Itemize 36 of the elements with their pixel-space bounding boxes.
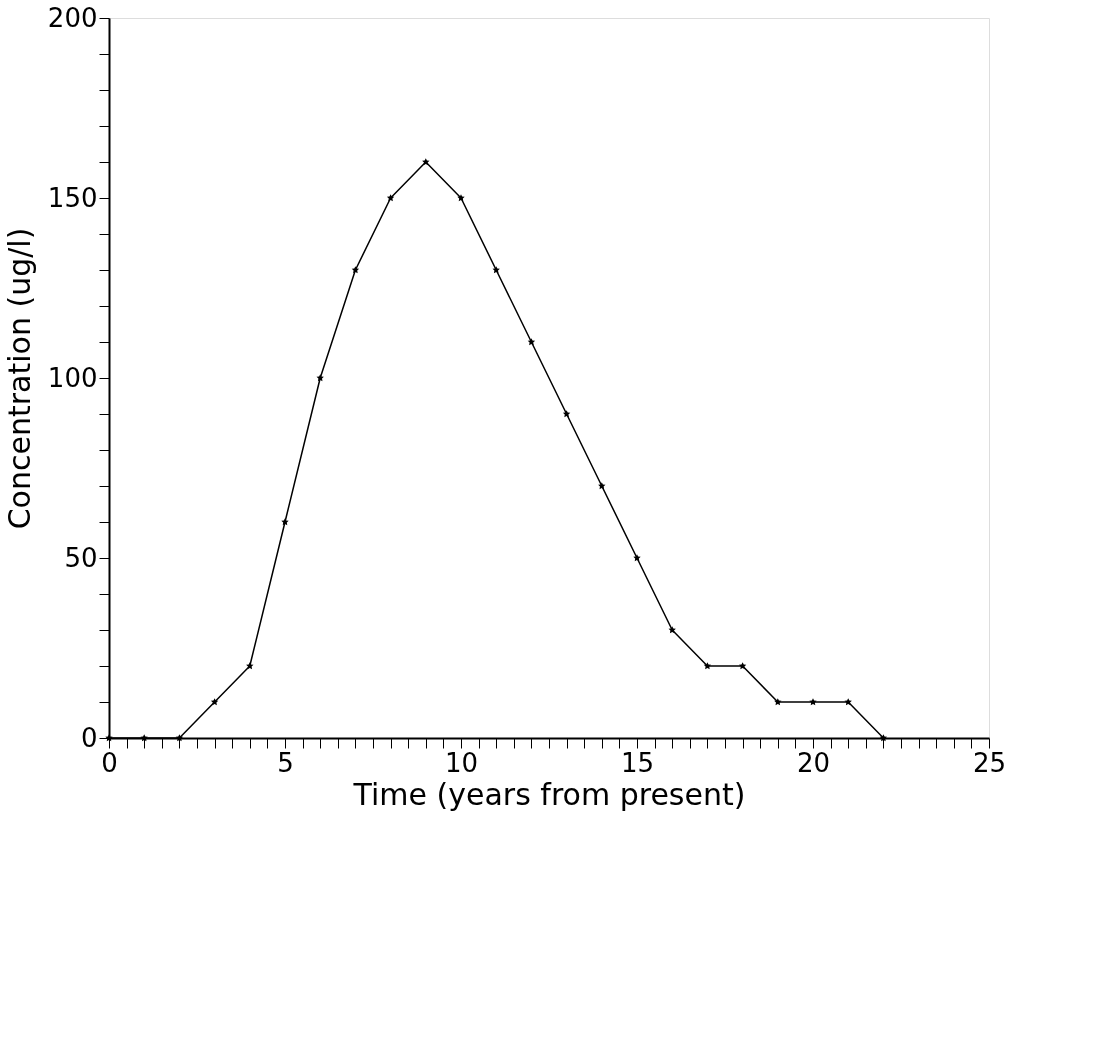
x-tick-label: 20	[796, 747, 831, 778]
point	[386, 194, 395, 202]
y-tick-label: 200	[47, 2, 98, 33]
x-axis-title: Time (years from present)	[352, 776, 746, 812]
x-tick-label: 5	[277, 747, 294, 778]
point	[668, 626, 676, 634]
point	[492, 266, 500, 274]
point	[738, 662, 747, 670]
point	[210, 698, 219, 706]
y-tick-label: 150	[47, 182, 98, 213]
point	[105, 734, 113, 742]
point	[598, 482, 606, 490]
x-tick-label: 0	[101, 747, 118, 778]
point	[774, 698, 782, 706]
y-axis-title: Concentration (ug/l)	[1, 227, 37, 530]
x-tick-label: 10	[444, 747, 479, 778]
point	[457, 194, 465, 202]
point	[140, 734, 148, 742]
point	[316, 374, 324, 382]
point	[879, 734, 888, 742]
point	[633, 554, 641, 562]
point	[422, 158, 430, 166]
point	[562, 410, 571, 418]
x-tick-label: 25	[972, 747, 1007, 778]
point	[527, 338, 536, 346]
point	[246, 662, 254, 670]
point	[844, 698, 852, 706]
point	[809, 698, 817, 706]
point	[703, 662, 712, 670]
y-tick-label: 50	[64, 542, 98, 573]
x-tick-label: 15	[620, 747, 655, 778]
y-tick-label: 100	[47, 362, 98, 393]
point	[175, 734, 184, 742]
point	[281, 518, 289, 526]
point	[351, 266, 360, 274]
y-tick-label: 0	[80, 722, 98, 753]
